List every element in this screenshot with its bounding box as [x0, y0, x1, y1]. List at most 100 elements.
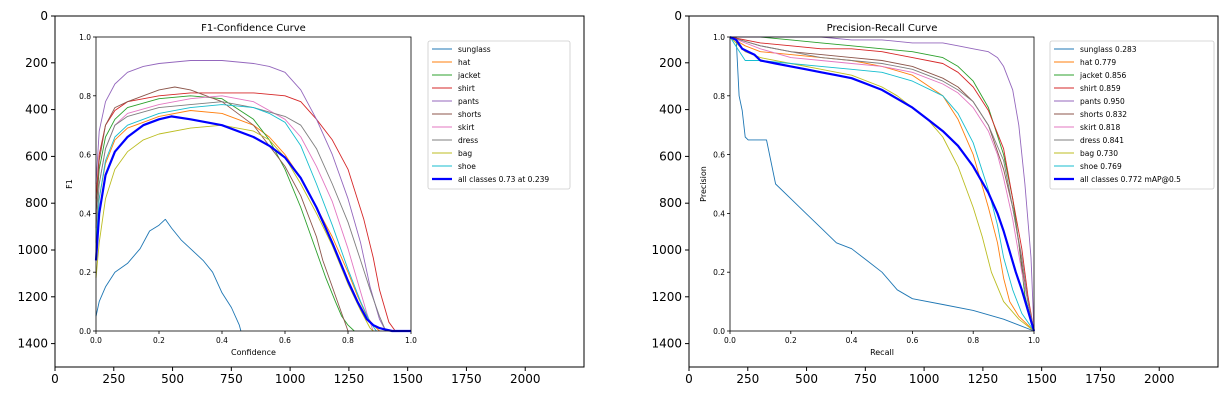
series-line-3 [729, 36, 1035, 332]
legend-label: bag [458, 149, 472, 158]
series-line-6 [729, 36, 1035, 332]
outer-x-tick-label: 1000 [909, 372, 940, 386]
outer-x-tick-label: 2000 [510, 372, 541, 386]
series-line-1 [95, 110, 380, 332]
legend-box [1049, 40, 1215, 190]
outer-y-tick-label: 600 [659, 149, 682, 163]
legend-label: shorts [458, 110, 481, 119]
outer-y-tick-label: 1000 [651, 243, 682, 257]
outer-y-tick-label: 800 [25, 196, 48, 210]
y-tick-label: 0.8 [713, 92, 725, 101]
legend-label: pants [458, 97, 479, 106]
outer-x-tick-label: 750 [854, 372, 877, 386]
x-tick-label: 0.4 [216, 336, 228, 345]
series-line-2 [730, 36, 1035, 332]
outer-y-tick-label: 1000 [17, 243, 48, 257]
outer-x-tick-label: 1750 [1085, 372, 1116, 386]
outer-x-tick-label: 250 [102, 372, 125, 386]
y-tick-label: 0.4 [79, 209, 91, 218]
y-tick-label: 0.0 [713, 327, 725, 336]
chart-0: F1-Confidence Curve 0.0 0.2 0.4 0.6 0.8 1.0 0.0… [65, 23, 571, 357]
outer-y-tick-label: 0 [674, 9, 682, 23]
legend-label: sunglass [458, 45, 491, 54]
series-line-0 [95, 218, 242, 332]
series-line-2 [95, 95, 355, 332]
y-tick-label: 0.2 [713, 268, 725, 277]
outer-x-tick-label: 500 [795, 372, 818, 386]
series-line-8 [95, 124, 374, 332]
y-tick-label: 1.0 [713, 33, 725, 42]
outer-x-tick-label: 1250 [334, 372, 365, 386]
y-tick-label: 0.2 [79, 268, 91, 277]
series-line-7 [729, 36, 1035, 332]
series-line-7 [95, 101, 387, 332]
legend-label: shorts 0.832 [1080, 110, 1127, 119]
x-tick-label: 0.6 [279, 336, 291, 345]
x-tick-label: 1.0 [405, 336, 417, 345]
outer-x-tick-label: 0 [51, 372, 59, 386]
outer-x-tick-label: 1250 [968, 372, 999, 386]
series-line-9 [729, 36, 1035, 332]
outer-y-tick-label: 800 [659, 196, 682, 210]
x-tick-label: 0.2 [785, 336, 797, 345]
legend-label: shoe 0.769 [1080, 162, 1122, 171]
outer-y-tick-label: 600 [25, 149, 48, 163]
outer-y-tick-label: 1400 [17, 337, 48, 351]
legend-label: pants 0.950 [1080, 97, 1125, 106]
x-tick-label: 0.8 [967, 336, 979, 345]
legend-label: jacket [457, 71, 480, 80]
x-tick-label: 0.6 [906, 336, 918, 345]
y-tick-label: 1.0 [79, 33, 91, 42]
outer-y-tick-label: 200 [25, 56, 48, 70]
legend-box [427, 40, 571, 190]
legend-label: skirt 0.818 [1080, 123, 1120, 132]
outer-y-tick-label: 1200 [17, 290, 48, 304]
legend-label: shirt 0.859 [1080, 84, 1121, 93]
plot-frame [729, 36, 1035, 332]
outer-x-tick-label: 1500 [1026, 372, 1057, 386]
x-tick-label: 0.4 [846, 336, 858, 345]
legend-label: skirt [458, 123, 474, 132]
legend-label: bag 0.730 [1080, 149, 1118, 158]
x-tick-label: 1.0 [1028, 336, 1040, 345]
outer-x-tick-label: 0 [685, 372, 693, 386]
y-tick-label: 0.8 [79, 92, 91, 101]
chart-title: Precision-Recall Curve [827, 23, 938, 34]
chart-1: Precision-Recall Curve 0.0 0.2 0.4 0.6 0.8 1.0… [699, 23, 1215, 357]
x-axis-label: Recall [870, 348, 894, 357]
x-tick-label: 0.8 [342, 336, 354, 345]
outer-x-tick-label: 1750 [451, 372, 482, 386]
legend-label: hat 0.779 [1080, 58, 1116, 67]
legend-label: shirt [458, 84, 475, 93]
legend-label: hat [458, 58, 470, 67]
outer-y-tick-label: 400 [659, 103, 682, 117]
series-line-10 [729, 36, 1036, 332]
y-axis-label: Precision [699, 166, 708, 202]
outer-x-tick-label: 1500 [392, 372, 423, 386]
legend-label: dress [458, 136, 478, 145]
legend-label: jacket 0.856 [1079, 71, 1127, 80]
outer-y-tick-label: 400 [25, 103, 48, 117]
y-tick-label: 0.6 [79, 151, 91, 160]
x-tick-label: 0.2 [153, 336, 165, 345]
outer-x-tick-label: 1000 [275, 372, 306, 386]
y-tick-label: 0.0 [79, 327, 91, 336]
chart-title: F1-Confidence Curve [201, 23, 306, 34]
outer-x-tick-label: 750 [220, 372, 243, 386]
series-line-0 [730, 36, 1035, 332]
outer-y-tick-label: 1400 [651, 337, 682, 351]
y-axis-label: F1 [65, 179, 74, 189]
plot-frame [95, 36, 412, 332]
legend-label: shoe [458, 162, 476, 171]
x-axis-label: Confidence [231, 348, 276, 357]
outer-x-tick-label: 500 [161, 372, 184, 386]
outer-y-tick-label: 1200 [651, 290, 682, 304]
outer-x-tick-label: 250 [736, 372, 759, 386]
legend-label: all classes 0.73 at 0.239 [458, 175, 549, 184]
series-line-9 [95, 104, 377, 332]
outer-x-tick-label: 2000 [1144, 372, 1175, 386]
x-tick-label: 0.0 [90, 336, 102, 345]
y-tick-label: 0.6 [713, 151, 725, 160]
